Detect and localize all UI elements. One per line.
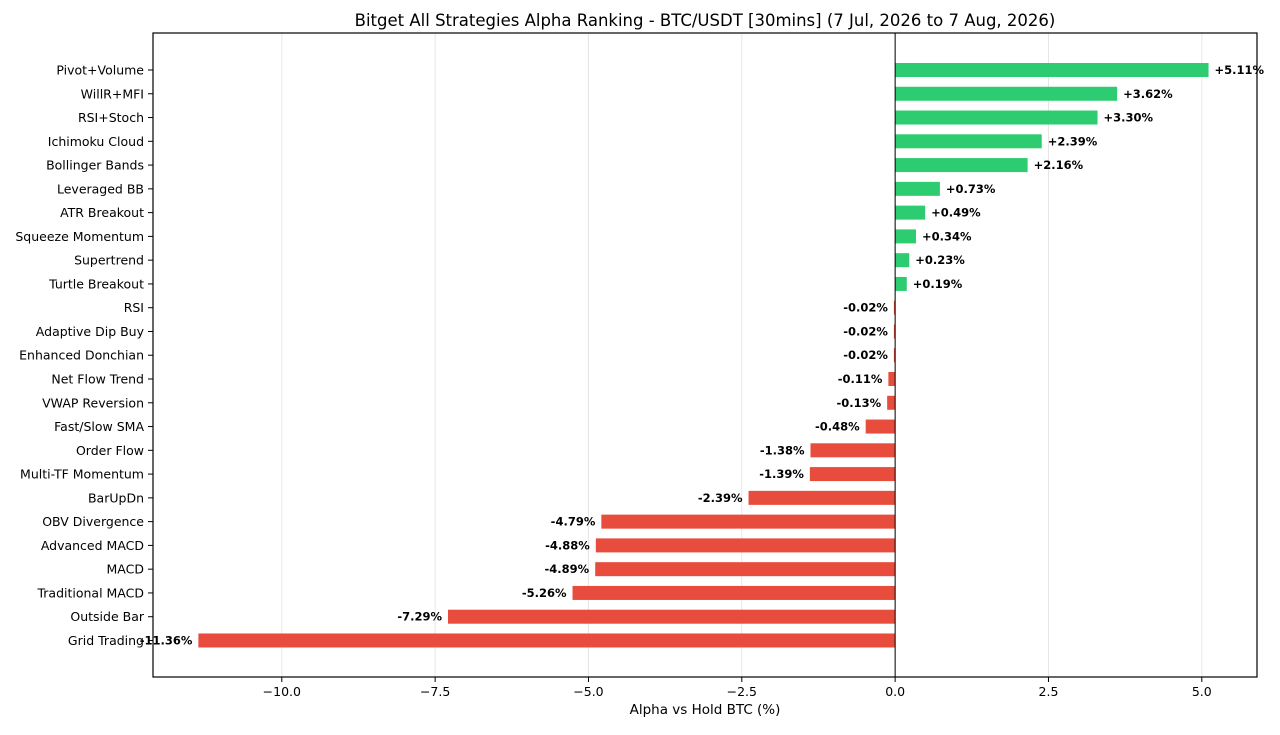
bar [895,181,940,196]
value-label: -1.39% [759,467,804,481]
value-label: +3.62% [1123,87,1173,101]
x-tick-label: −2.5 [727,684,757,699]
bar [748,490,896,505]
value-label: -2.39% [698,491,743,505]
y-axis-ticks: Pivot+Volume WillR+MFI RSI+Stoch Ichimoku C… [15,63,153,648]
value-label: -1.38% [760,443,805,457]
bar [809,467,896,482]
x-tick-label: 5.0 [1192,684,1212,699]
y-tick-label: Grid Trading [68,633,144,648]
value-label: +0.34% [922,229,972,243]
value-label: -4.88% [545,538,590,552]
y-tick-label: Net Flow Trend [51,372,144,387]
bar [895,63,1209,77]
bar [893,300,896,315]
bar [572,585,896,600]
bar [895,229,916,244]
bar [895,110,1098,125]
bar [895,276,907,291]
bar [895,205,926,220]
y-tick-label: OBV Divergence [42,514,144,529]
y-tick-label: Ichimoku Cloud [48,134,144,149]
y-tick-label: VWAP Reversion [42,395,144,410]
y-tick-label: Outside Bar [70,609,144,624]
grid-lines [281,33,1203,677]
y-tick-label: Squeeze Momentum [15,229,144,244]
value-label: +0.73% [946,182,996,196]
y-tick-label: Advanced MACD [41,538,144,553]
bar [887,395,896,410]
chart-title: Bitget All Strategies Alpha Ranking - BT… [355,11,1056,30]
value-label: +2.16% [1034,158,1084,172]
value-label: -0.02% [843,301,888,315]
bar [895,86,1118,101]
y-tick-label: RSI+Stoch [78,110,144,125]
bar [888,372,896,387]
y-tick-label: Traditional MACD [36,585,144,600]
bar [895,158,1028,173]
x-tick-label: 2.5 [1039,684,1059,699]
x-axis-ticks: −10.0 −7.5 −5.0 −2.5 0.0 2.5 5.0 [263,677,1212,699]
value-label: -0.11% [838,372,883,386]
value-label: +3.30% [1104,111,1154,125]
x-tick-label: 0.0 [885,684,905,699]
x-tick-label: −10.0 [263,684,301,699]
bar [895,134,1042,149]
value-label: -0.48% [815,420,860,434]
value-label: -11.36% [140,633,193,647]
y-tick-label: Bollinger Bands [46,158,144,173]
value-label: +2.39% [1048,134,1098,148]
value-label: -0.02% [843,324,888,338]
bar [865,419,896,434]
x-axis-label: Alpha vs Hold BTC (%) [630,702,781,718]
bar [601,514,896,529]
y-tick-label: MACD [107,562,144,577]
bar [448,609,896,624]
x-tick-label: −5.0 [573,684,603,699]
value-label: +0.23% [915,253,965,267]
value-label: -0.02% [843,348,888,362]
y-tick-label: RSI [124,300,144,315]
y-tick-label: Pivot+Volume [56,63,144,78]
bar [893,348,896,363]
y-tick-label: ATR Breakout [60,205,144,220]
y-tick-label: BarUpDn [88,490,144,505]
bar [810,443,896,458]
value-label: -4.79% [551,515,596,529]
value-label: +5.11% [1215,63,1265,77]
x-tick-label: −7.5 [420,684,450,699]
bar [895,253,910,268]
value-label: -4.89% [545,562,590,576]
y-tick-label: Adaptive Dip Buy [36,324,145,339]
bar [198,633,896,648]
value-label: -0.13% [836,396,881,410]
bars [198,63,1209,648]
y-tick-label: Fast/Slow SMA [54,419,144,434]
value-label: -5.26% [522,586,567,600]
value-label: +0.49% [931,206,981,220]
y-tick-label: Multi-TF Momentum [20,467,144,482]
y-tick-label: WillR+MFI [81,86,144,101]
value-label: +0.19% [913,277,963,291]
bar [893,324,896,339]
bar [595,538,896,553]
y-tick-label: Enhanced Donchian [19,348,144,363]
bar [595,562,896,577]
value-label: -7.29% [397,610,442,624]
y-tick-label: Order Flow [76,443,144,458]
y-tick-label: Turtle Breakout [48,276,144,291]
y-tick-label: Supertrend [74,253,144,268]
value-labels: +5.11% +3.62% +3.30% +2.39% +2.16% +0.73% +0.4… [140,63,1265,647]
y-tick-label: Leveraged BB [57,181,144,196]
plot-frame [152,32,1258,678]
